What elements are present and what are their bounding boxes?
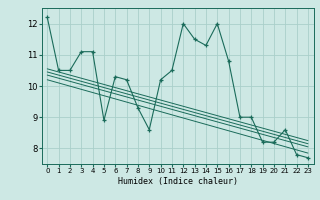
X-axis label: Humidex (Indice chaleur): Humidex (Indice chaleur)	[118, 177, 237, 186]
